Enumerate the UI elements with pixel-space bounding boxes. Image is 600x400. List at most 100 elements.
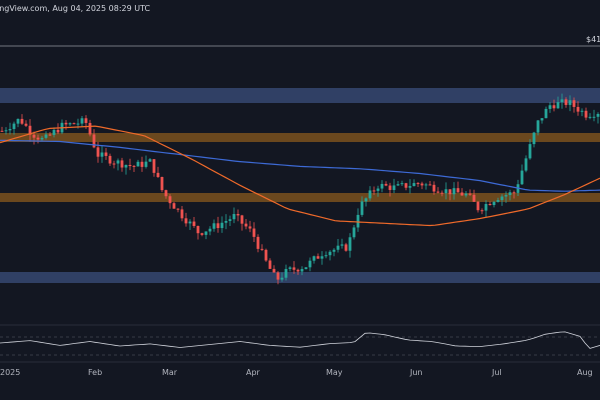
x-tick-label: Mar	[162, 368, 178, 377]
candle-body	[76, 123, 80, 125]
candle-body	[200, 233, 204, 235]
candle-body	[584, 110, 588, 118]
candle-body	[300, 269, 304, 272]
candle-body	[116, 160, 120, 164]
candle-body	[392, 185, 396, 190]
candle-body	[80, 118, 84, 124]
candle-body	[464, 193, 468, 196]
candle-body	[168, 196, 172, 204]
candle-body	[276, 272, 280, 280]
candle-body	[420, 183, 424, 186]
candle-body	[132, 165, 136, 167]
candle-body	[64, 122, 68, 125]
candle-body	[560, 99, 564, 103]
candle-body	[588, 116, 592, 118]
candle-body	[148, 159, 152, 162]
candle-body	[412, 183, 416, 187]
candle-body	[416, 183, 420, 185]
candles	[0, 93, 600, 285]
candle-body	[336, 245, 340, 250]
candle-body	[172, 203, 176, 209]
candle-body	[328, 251, 332, 256]
candle-body	[268, 260, 272, 269]
candle-body	[228, 219, 232, 221]
candle-body	[220, 222, 224, 229]
candle-body	[28, 125, 32, 135]
x-tick-label: 2025	[0, 368, 20, 377]
candle-body	[24, 123, 28, 126]
candle-body	[224, 220, 228, 223]
x-tick-label: Jun	[409, 368, 423, 377]
candle-body	[0, 130, 4, 132]
candle-body	[528, 144, 532, 159]
candle-body	[532, 132, 536, 145]
candle-body	[280, 277, 284, 280]
x-tick-label: Jul	[491, 368, 502, 377]
candle-body	[372, 190, 376, 192]
candle-body	[544, 108, 548, 119]
candle-body	[468, 193, 472, 195]
candle-body	[384, 183, 388, 186]
x-axis: 2025 Feb Mar Apr May Jun Jul Aug	[0, 368, 593, 377]
candle-body	[16, 118, 20, 124]
candle-body	[504, 195, 508, 197]
candle-body	[260, 248, 264, 250]
candle-body	[580, 110, 584, 112]
candle-body	[348, 237, 352, 251]
candle-body	[472, 194, 476, 202]
candle-body	[248, 226, 252, 229]
candle-body	[364, 198, 368, 202]
candle-body	[288, 267, 292, 269]
candle-body	[444, 189, 448, 194]
candle-body	[108, 155, 112, 164]
candle-body	[476, 201, 480, 211]
candle-body	[344, 244, 348, 251]
candle-body	[244, 223, 248, 227]
candle-body	[356, 214, 360, 228]
candle-body	[484, 204, 488, 211]
candle-body	[68, 123, 72, 125]
candle-body	[320, 256, 324, 259]
candle-body	[156, 172, 160, 177]
candle-body	[52, 129, 56, 135]
candle-body	[304, 267, 308, 270]
ma-slow-line	[0, 125, 600, 227]
candle-body	[292, 267, 296, 270]
x-tick-label: May	[326, 368, 343, 377]
candle-body	[360, 201, 364, 215]
zone-0	[0, 88, 600, 103]
candle-body	[164, 190, 168, 197]
candle-body	[240, 215, 244, 224]
candle-body	[296, 269, 300, 272]
candle-body	[400, 183, 404, 185]
candle-body	[332, 249, 336, 252]
candle-body	[192, 221, 196, 226]
candle-body	[84, 118, 88, 123]
candle-body	[256, 236, 260, 249]
candle-body	[96, 147, 100, 157]
candle-body	[196, 225, 200, 234]
candle-body	[536, 120, 540, 133]
candle-body	[316, 256, 320, 259]
candle-body	[312, 256, 316, 261]
candle-body	[184, 218, 188, 224]
candle-body	[576, 106, 580, 112]
candle-body	[540, 118, 544, 121]
candle-body	[92, 134, 96, 148]
candle-body	[548, 105, 552, 109]
candle-body	[152, 159, 156, 173]
zone-3	[0, 272, 600, 283]
candle-body	[48, 134, 52, 136]
watermark: TradingView.com, Aug 04, 2025 08:29 UTC	[0, 4, 151, 13]
candle-body	[20, 118, 24, 124]
candle-body	[180, 209, 184, 219]
candle-body	[512, 192, 516, 194]
candle-body	[32, 134, 36, 138]
candle-body	[592, 116, 596, 118]
candle-body	[552, 105, 556, 109]
candle-body	[212, 223, 216, 229]
candle-body	[572, 100, 576, 107]
candle-body	[436, 191, 440, 193]
ma-fast-line	[0, 139, 600, 192]
